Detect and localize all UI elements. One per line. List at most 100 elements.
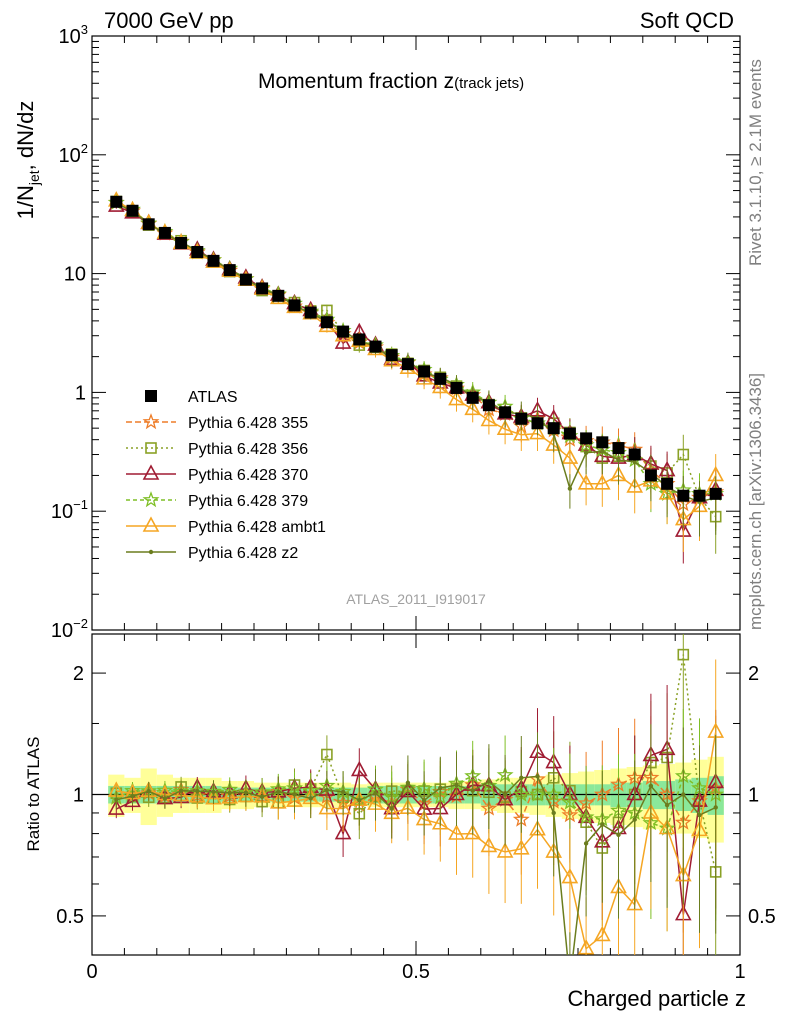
ratio-data-point <box>431 814 449 830</box>
main-data-point <box>529 423 546 440</box>
atlas-data-point <box>320 316 333 329</box>
atlas-data-point <box>239 273 252 286</box>
atlas-data-point <box>693 489 706 502</box>
legend-marker <box>142 491 160 508</box>
atlas-data-point <box>126 204 139 217</box>
atlas-data-point <box>385 349 398 362</box>
atlas-data-point <box>353 333 366 346</box>
y-label-part: , dN/dz <box>13 101 38 171</box>
ratio-data-point <box>357 798 362 803</box>
main-data-point <box>577 474 595 490</box>
ratio-data-point <box>593 925 611 942</box>
tick-base: 10 <box>51 501 73 523</box>
ratio-data-point <box>318 798 336 815</box>
ratio-data-point <box>162 796 168 801</box>
legend: ATLAS Pythia 6.428 355 Pythia 6.428 356 Pyt… <box>126 389 326 562</box>
tick-base: 10 <box>64 264 86 286</box>
atlas-data-point <box>563 427 576 440</box>
main-data-point <box>616 457 621 463</box>
main-data-point <box>561 448 579 464</box>
main-series-line <box>115 202 716 505</box>
atlas-data-point <box>418 365 431 378</box>
ratio-data-point <box>480 836 498 853</box>
ratio-y-tick-label-right: 2 <box>748 663 759 685</box>
atlas-data-point <box>223 264 236 277</box>
ratio-data-point <box>334 823 352 840</box>
ratio-data-point <box>405 780 411 785</box>
ratio-data-point <box>124 791 141 808</box>
legend-label: Pythia 6.428 z2 <box>188 545 298 562</box>
ratio-y-tick-label: 1 <box>73 785 84 807</box>
ratio-x-tick-label: 0.5 <box>402 961 430 983</box>
chart-title-sub: (track jets) <box>454 75 524 92</box>
ratio-data-point <box>389 806 394 811</box>
ratio-data-point <box>519 775 524 781</box>
ratio-data-point <box>713 805 718 810</box>
atlas-data-point <box>369 340 382 353</box>
ratio-y-axis-label: Ratio to ATLAS <box>24 737 43 852</box>
ratio-data-point <box>626 894 644 911</box>
atlas-data-point <box>401 358 414 371</box>
atlas-data-point <box>256 282 269 295</box>
atlas-data-point <box>110 195 123 208</box>
chart-title: Momentum fraction z(track jets) <box>258 70 524 93</box>
main-data-point <box>480 410 498 427</box>
rivet-label: Rivet 3.1.10, ≥ 2.1M events <box>746 59 765 266</box>
main-data-point <box>496 419 514 436</box>
ratio-data-point <box>292 792 297 797</box>
atlas-data-point <box>531 417 544 430</box>
ratio-data-point <box>195 788 200 794</box>
main-data-point <box>600 448 605 454</box>
atlas-data-point <box>547 422 560 435</box>
main-data-point <box>448 389 465 406</box>
ratio-series-line <box>116 775 717 955</box>
legend-marker <box>145 442 157 454</box>
ratio-data-point <box>421 798 427 803</box>
ratio-data-point <box>324 787 330 793</box>
atlas-data-point <box>580 432 593 445</box>
ratio-y-tick-label: 2 <box>73 663 84 685</box>
x-axis-label: Charged particle z <box>567 986 746 1011</box>
legend-marker <box>142 516 160 532</box>
ratio-data-point <box>681 792 686 797</box>
ratio-y-tick-label: 0.5 <box>56 906 84 928</box>
legend-label: Pythia 6.428 370 <box>188 467 308 484</box>
ratio-plot-series <box>107 634 725 955</box>
legend-label: ATLAS <box>188 389 238 406</box>
legend-label: Pythia 6.428 379 <box>188 493 308 510</box>
atlas-data-point <box>482 399 495 412</box>
main-frame <box>91 35 741 631</box>
main-y-tick-label: 10 <box>64 264 86 286</box>
ratio-series-line <box>116 654 717 873</box>
ratio-data-point <box>561 867 579 884</box>
atlas-data-point <box>596 436 609 449</box>
ratio-data-point <box>350 760 368 777</box>
tick-exponent: −1 <box>73 497 88 512</box>
main-data-point <box>583 450 589 456</box>
main-data-point <box>567 486 573 491</box>
tick-base: 10 <box>59 26 81 48</box>
atlas-data-point <box>515 412 528 425</box>
legend-label: Pythia 6.428 ambt1 <box>188 519 326 536</box>
y-label-part: 1/N <box>13 185 38 219</box>
main-y-tick-label: 103 <box>59 22 88 48</box>
ratio-data-point <box>373 790 378 796</box>
atlas-data-point <box>207 254 220 267</box>
ratio-data-point <box>664 802 670 808</box>
ratio-data-point <box>632 817 637 822</box>
atlas-data-point <box>450 381 463 394</box>
atlas-data-point <box>644 469 657 482</box>
atlas-data-point <box>661 477 674 490</box>
ratio-data-point <box>697 812 702 818</box>
ratio-data-point <box>577 939 595 955</box>
ratio-data-point <box>464 823 482 840</box>
ratio-data-point <box>502 792 508 797</box>
main-y-tick-label: 1 <box>75 382 86 404</box>
tick-exponent: −2 <box>73 616 88 631</box>
atlas-data-point <box>628 448 641 461</box>
main-y-axis-label: 1/Njet, dN/dz <box>13 101 42 220</box>
tick-base: 1 <box>75 382 86 404</box>
y-label-subscript: jet <box>26 170 42 186</box>
